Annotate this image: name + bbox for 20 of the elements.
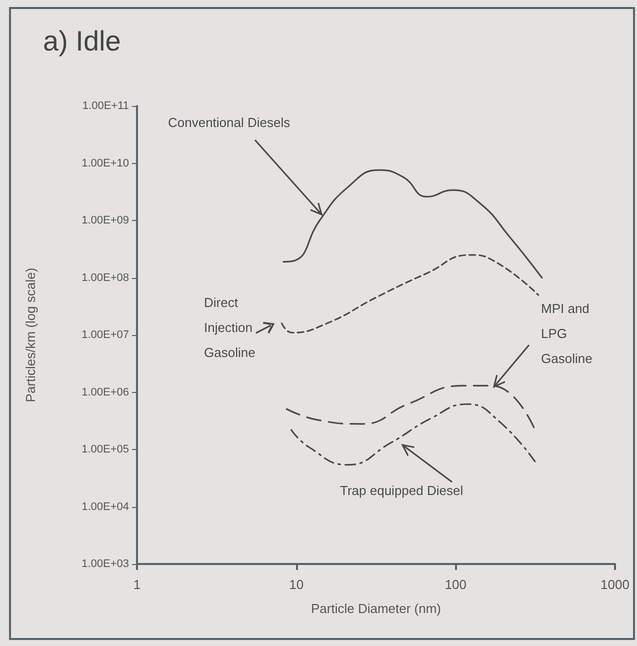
y-tick-label: 1.00E+07 [82, 329, 129, 341]
y-axis-title: Particles/km (log scale) [23, 268, 38, 402]
chart-title: a) Idle [43, 26, 121, 56]
text: MPI and LPG Gasoline [541, 300, 594, 368]
legend-label: Direct Injection Gasoline [204, 294, 256, 362]
text: Conventional Diesels [168, 114, 292, 132]
y-tick-label: 1.00E+09 [82, 214, 129, 226]
x-tick-label: 10 [289, 577, 304, 592]
y-tick-label: 1.00E+03 [82, 558, 129, 570]
x-axis-title: Particle Diameter (nm) [310, 601, 442, 616]
y-tick-label: 1.00E+11 [82, 100, 129, 112]
x-tick-label: 1000 [600, 577, 630, 592]
series-label: Trap equipped Diesel [340, 482, 464, 500]
y-tick-label: 1.00E+04 [82, 500, 129, 513]
x-tick-label: 100 [444, 577, 467, 592]
x-tick-label: 1 [133, 577, 141, 592]
y-tick-label: 1.00E+06 [82, 386, 129, 398]
y-tick-label: 1.00E+05 [82, 444, 129, 456]
y-tick-label: 1.00E+08 [82, 272, 129, 284]
y-tick-label: 1.00E+10 [82, 157, 129, 170]
